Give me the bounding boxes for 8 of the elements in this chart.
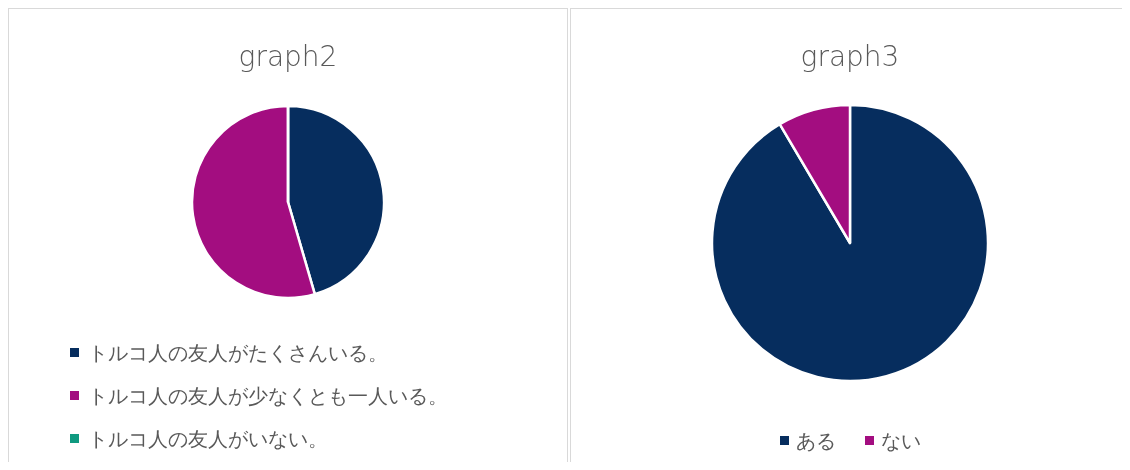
chart-title: graph2: [238, 40, 338, 73]
legend-label: ある: [796, 429, 836, 453]
legend-label: トルコ人の友人がいない。: [88, 427, 328, 451]
pie-slice: [710, 103, 990, 383]
legend-label: トルコ人の友人が少なくとも一人いる。: [88, 384, 448, 408]
chart-title: graph3: [800, 40, 900, 73]
legend-label: トルコ人の友人がたくさんいる。: [88, 341, 388, 365]
legend-label: ない: [881, 429, 921, 453]
